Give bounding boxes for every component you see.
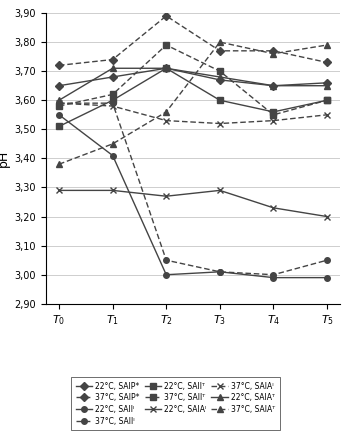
37°C, SAIAᵀ <box>325 43 329 48</box>
37°C, SAIP* <box>218 48 222 53</box>
22°C, SAIIᵀ <box>111 98 115 103</box>
Line: 37°C, SAIAᵀ: 37°C, SAIAᵀ <box>56 39 330 167</box>
37°C, SAIAᵀ <box>111 141 115 146</box>
22°C, SAIIᴵ <box>111 153 115 158</box>
37°C, SAIIᴵ <box>218 269 222 274</box>
22°C, SAIAᴵ <box>271 205 276 210</box>
Line: 22°C, SAIIᴵ: 22°C, SAIIᴵ <box>56 112 330 280</box>
Line: 22°C, SAIAᴵ: 22°C, SAIAᴵ <box>55 187 331 220</box>
37°C, SAIAᴵ <box>218 121 222 126</box>
22°C, SAIIᵀ <box>57 124 61 129</box>
37°C, SAIAᵀ <box>271 51 276 56</box>
Line: 37°C, SAIIᴵ: 37°C, SAIIᴵ <box>56 100 330 277</box>
22°C, SAIAᴵ <box>111 188 115 193</box>
22°C, SAIAᴵ <box>325 214 329 219</box>
Line: 37°C, SAIIᵀ: 37°C, SAIIᵀ <box>56 42 330 118</box>
22°C, SAIIᵀ <box>164 66 168 71</box>
37°C, SAIAᴵ <box>111 103 115 108</box>
22°C, SAIIᵀ <box>218 98 222 103</box>
37°C, SAIIᴵ <box>271 272 276 277</box>
37°C, SAIAᵀ <box>218 39 222 45</box>
Line: 37°C, SAIP*: 37°C, SAIP* <box>56 13 330 68</box>
37°C, SAIAᴵ <box>57 101 61 106</box>
22°C, SAIP* <box>325 80 329 85</box>
22°C, SAIP* <box>271 83 276 88</box>
22°C, SAIP* <box>164 66 168 71</box>
37°C, SAIIᵀ <box>271 112 276 118</box>
37°C, SAIP* <box>164 13 168 19</box>
22°C, SAIAᵀ <box>57 98 61 103</box>
37°C, SAIIᵀ <box>111 92 115 97</box>
37°C, SAIP* <box>111 57 115 62</box>
22°C, SAIIᴵ <box>57 112 61 118</box>
Legend: 22°C, SAIP*, 37°C, SAIP*, 22°C, SAIIᴵ, 37°C, SAIIᴵ, 22°C, SAIIᵀ, 37°C, SAIIᵀ, 22: 22°C, SAIP*, 37°C, SAIP*, 22°C, SAIIᴵ, 3… <box>71 377 280 430</box>
Line: 22°C, SAIAᵀ: 22°C, SAIAᵀ <box>56 66 330 103</box>
22°C, SAIP* <box>218 77 222 82</box>
22°C, SAIAᴵ <box>218 188 222 193</box>
37°C, SAIIᴵ <box>57 101 61 106</box>
37°C, SAIIᴵ <box>164 257 168 263</box>
22°C, SAIIᵀ <box>271 109 276 115</box>
37°C, SAIIᵀ <box>164 43 168 48</box>
37°C, SAIIᵀ <box>325 98 329 103</box>
37°C, SAIAᵀ <box>57 161 61 167</box>
Y-axis label: pH: pH <box>0 150 10 167</box>
37°C, SAIAᴵ <box>271 118 276 123</box>
22°C, SAIIᵀ <box>325 98 329 103</box>
22°C, SAIAᵀ <box>325 83 329 88</box>
22°C, SAIIᴵ <box>164 272 168 277</box>
22°C, SAIIᴵ <box>325 275 329 280</box>
37°C, SAIIᵀ <box>57 103 61 108</box>
37°C, SAIAᴵ <box>164 118 168 123</box>
22°C, SAIAᵀ <box>111 66 115 71</box>
22°C, SAIAᵀ <box>164 66 168 71</box>
37°C, SAIP* <box>325 60 329 65</box>
22°C, SAIIᴵ <box>271 275 276 280</box>
Line: 22°C, SAIP*: 22°C, SAIP* <box>56 66 330 89</box>
37°C, SAIAᴵ <box>325 112 329 118</box>
22°C, SAIAᵀ <box>271 83 276 88</box>
37°C, SAIP* <box>271 48 276 53</box>
37°C, SAIAᵀ <box>164 109 168 115</box>
Line: 22°C, SAIIᵀ: 22°C, SAIIᵀ <box>56 66 330 129</box>
22°C, SAIAᵀ <box>218 74 222 79</box>
37°C, SAIIᴵ <box>111 101 115 106</box>
37°C, SAIIᵀ <box>218 69 222 74</box>
37°C, SAIIᴵ <box>325 257 329 263</box>
Line: 37°C, SAIAᴵ: 37°C, SAIAᴵ <box>55 100 331 127</box>
22°C, SAIP* <box>57 83 61 88</box>
22°C, SAIIᴵ <box>218 269 222 274</box>
22°C, SAIP* <box>111 74 115 79</box>
22°C, SAIAᴵ <box>57 188 61 193</box>
37°C, SAIP* <box>57 63 61 68</box>
22°C, SAIAᴵ <box>164 194 168 199</box>
